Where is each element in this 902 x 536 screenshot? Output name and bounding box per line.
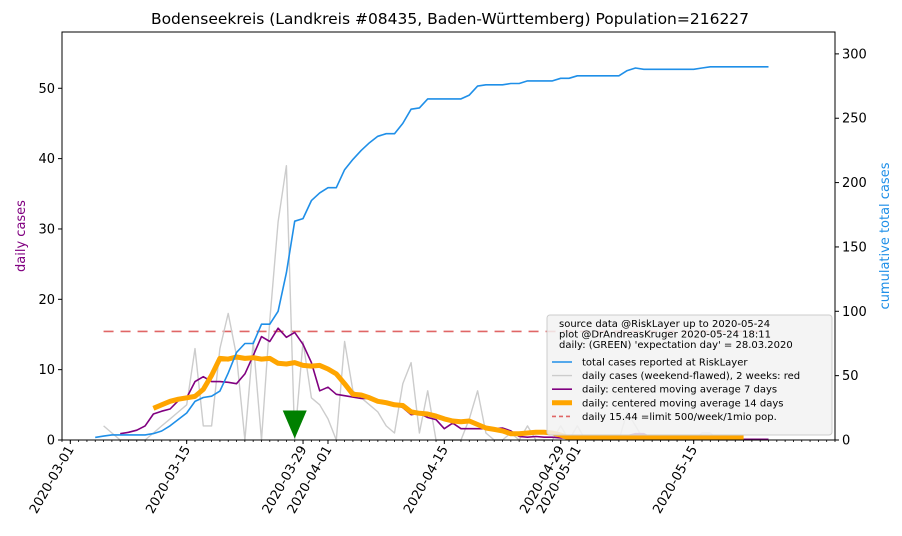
chart-title: Bodenseekreis (Landkreis #08435, Baden-W… [151,10,749,28]
legend-header-line: plot @DrAndreasKruger 2020-05-24 18:11 [559,330,771,341]
y-axis-right-label: cumulative total cases [878,162,893,309]
y-right-tick-label: 150 [842,240,867,255]
y-left-tick-label: 50 [38,82,55,97]
plot-frame [61,31,836,441]
moving-average-14-line [152,354,744,441]
y-left-tick-label: 0 [47,434,55,449]
y-right-tick-label: 100 [842,305,867,320]
legend-box [546,314,833,436]
cumulative-total-line [95,66,769,439]
legend-label: daily cases (weekend-flawed), 2 weeks: r… [582,371,800,382]
legend-label: daily: centered moving average 14 days [582,398,783,409]
y-left-tick-label: 20 [38,293,55,308]
y-left-tick-label: 40 [38,152,55,167]
expectation-day-marker [282,410,307,439]
y-left-tick-label: 30 [38,222,55,237]
legend-header-line: source data @RiskLayer up to 2020-05-24 [559,319,770,330]
legend-label: daily: centered moving average 7 days [582,385,777,396]
y-right-tick-label: 50 [842,369,859,384]
y-right-tick-label: 200 [842,176,867,191]
legend-header-line: daily: (GREEN) 'expectation day' = 28.03… [559,340,793,351]
y-axis-left-label: daily cases [14,200,29,272]
legend-label: total cases reported at RiskLayer [582,358,748,369]
legend: source data @RiskLayer up to 2020-05-24p… [546,314,833,436]
y-left-tick-label: 10 [38,363,55,378]
y-right-tick-label: 250 [842,112,867,127]
y-right-tick-label: 0 [842,434,850,449]
y-right-tick-label: 300 [842,47,867,62]
legend-label: daily 15.44 =limit 500/week/1mio pop. [582,412,777,423]
